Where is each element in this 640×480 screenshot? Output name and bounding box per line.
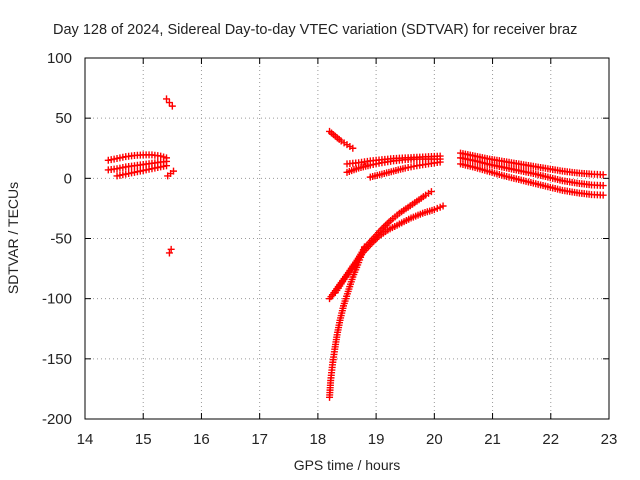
- x-tick-label: 21: [484, 431, 501, 448]
- x-axis-label: GPS time / hours: [294, 457, 401, 473]
- data-point: [427, 188, 435, 196]
- data-point: [349, 144, 357, 152]
- data-point-interp: [385, 218, 393, 226]
- series-arc-p: [457, 160, 607, 199]
- x-tick-label: 19: [368, 431, 385, 448]
- data-point: [436, 152, 444, 160]
- data-point: [165, 249, 173, 257]
- series-arc-j: [366, 158, 444, 181]
- series-arc-l: [331, 202, 447, 297]
- data-point: [599, 191, 607, 199]
- y-tick-label: -200: [42, 411, 72, 428]
- grid: [85, 58, 609, 419]
- data-point: [599, 182, 607, 190]
- y-tick-label: 100: [47, 50, 72, 67]
- data-point: [165, 99, 173, 107]
- y-tick-label: 0: [64, 170, 72, 187]
- chart-title: Day 128 of 2024, Sidereal Day-to-day VTE…: [53, 22, 577, 38]
- data-point: [163, 162, 171, 170]
- data-point: [167, 245, 175, 253]
- axis-ticks: 14 15 16 17 18 19 20 21 22 23 100 50 0 -50 -100 -150 -20…: [42, 50, 617, 448]
- plot-frame: [84, 57, 610, 420]
- y-tick-label: -50: [50, 231, 72, 248]
- y-tick-label: -150: [42, 351, 72, 368]
- y-axis-label: SDTVAR / TECUs: [5, 182, 21, 294]
- x-tick-label: 14: [77, 431, 94, 448]
- series-arc-a: [104, 151, 171, 164]
- series-arc-d: [163, 95, 176, 110]
- y-tick-label: -100: [42, 291, 72, 308]
- x-tick-label: 20: [426, 431, 443, 448]
- series-arc-m: [326, 243, 368, 401]
- y-tick-label: 50: [55, 110, 72, 127]
- data-point: [360, 243, 368, 251]
- data-point: [439, 202, 447, 210]
- series-arc-c: [113, 162, 171, 180]
- x-tick-label: 16: [193, 431, 210, 448]
- data-point: [436, 158, 444, 166]
- data-point: [599, 171, 607, 179]
- data-points: [104, 95, 607, 401]
- series-arc-f: [165, 245, 175, 257]
- series-arc-o: [457, 154, 607, 190]
- x-tick-label: 17: [251, 431, 268, 448]
- x-tick-label: 18: [310, 431, 327, 448]
- series-arc-e: [164, 167, 177, 180]
- series-arc-g: [326, 127, 357, 152]
- series-arc-n: [457, 149, 607, 179]
- data-point: [168, 102, 176, 110]
- data-point: [169, 167, 177, 175]
- data-point: [163, 95, 171, 103]
- series-arc-i: [343, 152, 444, 168]
- x-tick-label: 23: [601, 431, 618, 448]
- x-tick-label: 15: [135, 431, 152, 448]
- x-tick-label: 22: [542, 431, 559, 448]
